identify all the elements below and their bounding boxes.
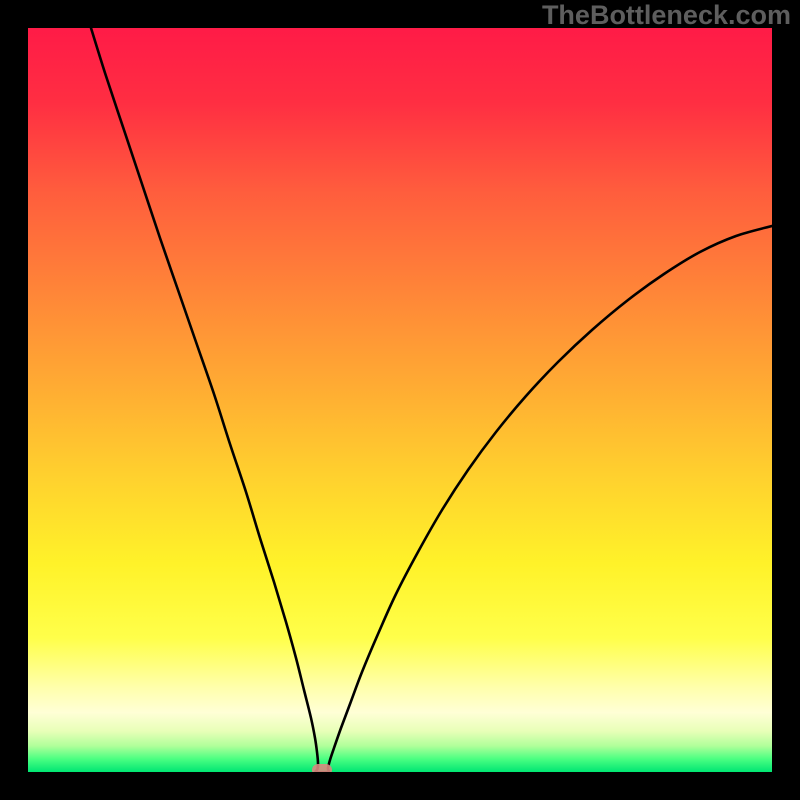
plot-area — [28, 28, 772, 772]
bottleneck-curve — [28, 28, 772, 772]
watermark-text: TheBottleneck.com — [542, 0, 791, 31]
optimum-marker — [312, 764, 332, 772]
outer-frame: TheBottleneck.com — [0, 0, 800, 800]
